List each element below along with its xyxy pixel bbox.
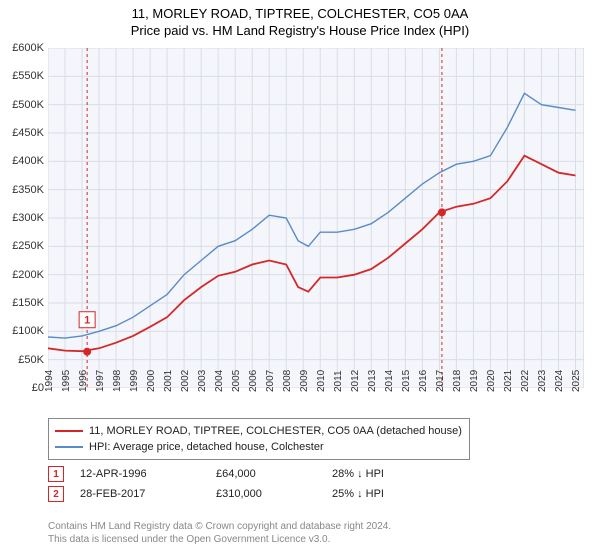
sales-row: 1 12-APR-1996 £64,000 28% ↓ HPI <box>48 464 384 484</box>
y-axis-label: £100K <box>12 325 44 337</box>
x-axis-label: 2022 <box>520 370 531 392</box>
legend-label: HPI: Average price, detached house, Colc… <box>89 441 324 453</box>
y-axis-label: £250K <box>12 240 44 252</box>
title-block: 11, MORLEY ROAD, TIPTREE, COLCHESTER, CO… <box>0 0 600 38</box>
x-axis-label: 1997 <box>95 370 106 392</box>
y-axis-label: £550K <box>12 70 44 82</box>
legend-swatch <box>55 446 83 448</box>
x-axis-label: 2010 <box>316 370 327 392</box>
y-axis-label: £150K <box>12 297 44 309</box>
x-axis-label: 1994 <box>44 370 55 392</box>
sale-marker-icon: 2 <box>48 486 64 502</box>
x-axis-label: 2016 <box>418 370 429 392</box>
x-axis-label: 2011 <box>333 370 344 392</box>
x-axis-label: 2020 <box>486 370 497 392</box>
y-axis-label: £300K <box>12 212 44 224</box>
x-axis-label: 1995 <box>61 370 72 392</box>
sale-price: £64,000 <box>216 468 316 480</box>
title-sub: Price paid vs. HM Land Registry's House … <box>0 23 600 38</box>
y-axis-label: £600K <box>12 42 44 54</box>
x-axis-label: 2014 <box>384 370 395 392</box>
sales-row: 2 28-FEB-2017 £310,000 25% ↓ HPI <box>48 484 384 504</box>
x-axis-label: 2019 <box>469 370 480 392</box>
x-axis-label: 2008 <box>282 370 293 392</box>
sale-pct: 28% ↓ HPI <box>332 468 384 480</box>
x-axis-label: 2023 <box>537 370 548 392</box>
x-axis-label: 2018 <box>452 370 463 392</box>
plot-svg: 12 <box>48 48 584 388</box>
legend-row: HPI: Average price, detached house, Colc… <box>55 439 463 455</box>
y-axis-label: £400K <box>12 155 44 167</box>
x-axis-label: 2017 <box>435 370 446 392</box>
legend-label: 11, MORLEY ROAD, TIPTREE, COLCHESTER, CO… <box>89 425 462 437</box>
x-axis-label: 2015 <box>401 370 412 392</box>
x-axis-label: 2002 <box>180 370 191 392</box>
y-axis-label: £50K <box>18 354 44 366</box>
x-axis-label: 2024 <box>554 370 565 392</box>
y-axis-label: £450K <box>12 127 44 139</box>
x-axis-label: 2025 <box>571 370 582 392</box>
sale-marker-icon: 1 <box>48 466 64 482</box>
legend-row: 11, MORLEY ROAD, TIPTREE, COLCHESTER, CO… <box>55 423 463 439</box>
footer-line: Contains HM Land Registry data © Crown c… <box>48 520 391 533</box>
x-axis-label: 1999 <box>129 370 140 392</box>
footer: Contains HM Land Registry data © Crown c… <box>48 520 391 546</box>
sales-block: 1 12-APR-1996 £64,000 28% ↓ HPI 2 28-FEB… <box>48 464 384 504</box>
sale-date: 28-FEB-2017 <box>80 488 200 500</box>
legend-swatch <box>55 430 83 432</box>
y-axis-label: £200K <box>12 269 44 281</box>
chart-area: 12 <box>48 48 584 388</box>
y-axis-label: £500K <box>12 99 44 111</box>
x-axis-label: 2013 <box>367 370 378 392</box>
x-axis-label: 2006 <box>248 370 259 392</box>
y-axis-label: £0 <box>32 382 44 394</box>
x-axis-label: 2000 <box>146 370 157 392</box>
x-axis-label: 2009 <box>299 370 310 392</box>
footer-line: This data is licensed under the Open Gov… <box>48 533 391 546</box>
sale-price: £310,000 <box>216 488 316 500</box>
title-main: 11, MORLEY ROAD, TIPTREE, COLCHESTER, CO… <box>0 6 600 21</box>
svg-text:1: 1 <box>84 315 90 327</box>
x-axis-label: 2012 <box>350 370 361 392</box>
x-axis-label: 1998 <box>112 370 123 392</box>
sale-pct: 25% ↓ HPI <box>332 488 384 500</box>
legend-box: 11, MORLEY ROAD, TIPTREE, COLCHESTER, CO… <box>48 418 470 460</box>
x-axis-label: 2005 <box>231 370 242 392</box>
x-axis-label: 2007 <box>265 370 276 392</box>
x-axis-label: 1996 <box>78 370 89 392</box>
x-axis-label: 2001 <box>163 370 174 392</box>
x-axis-label: 2004 <box>214 370 225 392</box>
sale-date: 12-APR-1996 <box>80 468 200 480</box>
x-axis-label: 2003 <box>197 370 208 392</box>
y-axis-label: £350K <box>12 184 44 196</box>
x-axis-label: 2021 <box>503 370 514 392</box>
chart-container: 11, MORLEY ROAD, TIPTREE, COLCHESTER, CO… <box>0 0 600 560</box>
